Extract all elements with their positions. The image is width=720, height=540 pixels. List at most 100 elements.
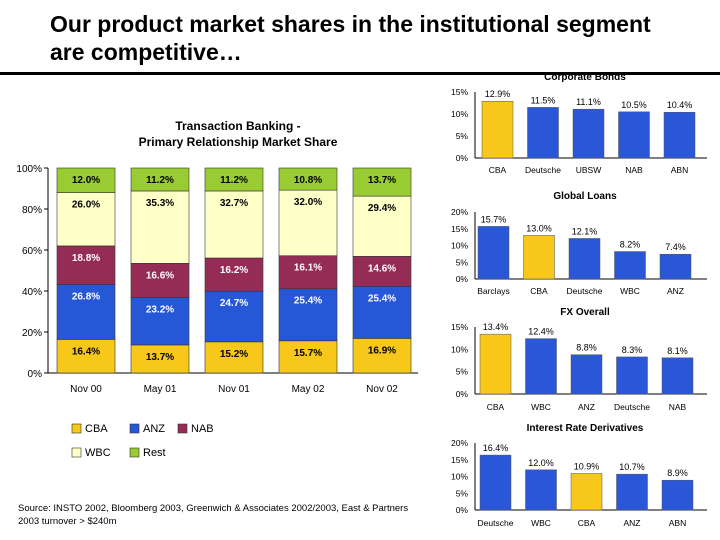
stacked-data-label: 23.2%: [146, 304, 174, 315]
fx-overall-y-tick-label: 15%: [451, 322, 468, 332]
interest-rate-derivatives-bar-abn: [661, 479, 694, 511]
stacked-data-label: 24.7%: [220, 298, 248, 309]
global-loans-data-label: 13.0%: [526, 223, 552, 233]
stacked-y-tick-label: 20%: [22, 328, 42, 339]
fx-overall-bar-deutsche: [616, 356, 648, 395]
stacked-data-label: 25.4%: [294, 296, 322, 307]
stacked-data-label: 29.4%: [368, 203, 396, 214]
legend-swatch-wbc: [71, 447, 82, 458]
stacked-y-tick-label: 80%: [22, 205, 42, 216]
stacked-bar-anz-may-02: [278, 288, 338, 342]
stacked-data-label: 26.0%: [72, 200, 100, 211]
stacked-bar-anz-nov-00: [56, 284, 116, 340]
legend-swatch-cba: [71, 423, 82, 434]
legend-label-anz: ANZ: [143, 423, 165, 435]
stacked-data-label: 12.0%: [72, 175, 100, 186]
stacked-chart-title-line-2: Primary Relationship Market Share: [139, 135, 338, 149]
interest-rate-derivatives-x-tick-label: ABN: [669, 518, 686, 528]
stacked-bar-rest-nov-01: [204, 167, 264, 192]
global-loans-bar-barclays: [477, 226, 510, 280]
global-loans-bar-cba: [523, 235, 555, 280]
interest-rate-derivatives-x-tick-label: Deutsche: [478, 518, 514, 528]
stacked-data-label: 32.0%: [294, 197, 322, 208]
stacked-bar-rest-may-02: [278, 167, 338, 191]
corporate-bonds-x-tick-label: UBSW: [576, 165, 602, 175]
stacked-bar-wbc-nov-01: [204, 190, 264, 259]
stacked-bar-nab-may-01: [130, 263, 190, 298]
stacked-bar-rest-nov-02: [352, 167, 412, 197]
fx-overall-data-label: 12.4%: [528, 327, 554, 337]
corporate-bonds-bar-ubsw: [572, 108, 605, 159]
fx-overall-bar-nab: [661, 357, 694, 395]
stacked-data-label: 32.7%: [220, 198, 248, 209]
stacked-bar-nab-nov-02: [352, 256, 412, 287]
fx-overall-x-tick-label: CBA: [487, 402, 505, 412]
source-note: Source: INSTO 2002, Bloomberg 2003, Gree…: [18, 503, 409, 527]
stacked-data-label: 26.8%: [72, 291, 100, 302]
global-loans-data-label: 8.2%: [620, 240, 641, 250]
stacked-bar-wbc-may-02: [278, 189, 338, 257]
interest-rate-derivatives-y-tick-label: 0%: [456, 505, 469, 515]
interest-rate-derivatives-bar-anz: [616, 473, 648, 511]
interest-rate-derivatives-x-tick-label: WBC: [531, 518, 551, 528]
interest-rate-derivatives-data-label: 8.9%: [667, 468, 688, 478]
stacked-data-label: 13.7%: [146, 352, 174, 363]
global-loans-bar-anz: [659, 253, 692, 280]
interest-rate-derivatives-data-label: 16.4%: [483, 443, 509, 453]
fx-overall-y-tick-label: 0%: [456, 389, 469, 399]
global-loans-title: Global Loans: [553, 191, 617, 202]
legend-label-cba: CBA: [85, 423, 108, 435]
corporate-bonds-data-label: 10.4%: [667, 100, 693, 110]
corporate-bonds-y-tick-label: 10%: [451, 109, 468, 119]
stacked-data-label: 25.4%: [368, 293, 396, 304]
fx-overall-title: FX Overall: [560, 307, 610, 318]
legend-swatch-anz: [129, 423, 140, 434]
fx-overall-data-label: 13.4%: [483, 322, 509, 332]
stacked-data-label: 13.7%: [368, 175, 396, 186]
stacked-bar-nab-nov-00: [56, 245, 116, 285]
global-loans-data-label: 12.1%: [572, 226, 598, 236]
corporate-bonds-bar-deutsche: [527, 107, 559, 159]
stacked-bar-rest-nov-00: [56, 167, 116, 193]
global-loans-x-tick-label: CBA: [530, 286, 548, 296]
interest-rate-derivatives-bar-wbc: [525, 469, 557, 511]
fx-overall-data-label: 8.8%: [576, 343, 597, 353]
stacked-y-tick-label: 60%: [22, 246, 42, 257]
global-loans-y-tick-label: 10%: [451, 241, 468, 251]
global-loans-bar-wbc: [614, 251, 646, 280]
interest-rate-derivatives-title: Interest Rate Derivatives: [527, 423, 644, 434]
interest-rate-derivatives-data-label: 10.9%: [574, 461, 600, 471]
legend-swatch-rest: [129, 447, 140, 458]
corporate-bonds-x-tick-label: NAB: [625, 165, 643, 175]
stacked-bar-wbc-may-01: [130, 190, 190, 264]
corporate-bonds-bar-abn: [663, 111, 696, 159]
corporate-bonds-x-tick-label: ABN: [671, 165, 688, 175]
global-loans-y-tick-label: 20%: [451, 207, 468, 217]
legend-label-nab: NAB: [191, 423, 214, 435]
stacked-x-tick-label: May 02: [292, 384, 325, 395]
stacked-bar-cba-may-02: [278, 340, 338, 374]
global-loans-data-label: 15.7%: [481, 214, 507, 224]
stacked-data-label: 16.9%: [368, 345, 396, 356]
corporate-bonds-y-tick-label: 0%: [456, 153, 469, 163]
title-divider: [0, 72, 720, 75]
global-loans-data-label: 7.4%: [665, 242, 686, 252]
fx-overall-bar-cba: [479, 333, 512, 395]
stacked-data-label: 16.4%: [72, 346, 100, 357]
stacked-data-label: 11.2%: [146, 175, 174, 186]
interest-rate-derivatives-bar-cba: [570, 473, 603, 511]
interest-rate-derivatives-x-tick-label: CBA: [578, 518, 596, 528]
stacked-y-tick-label: 40%: [22, 287, 42, 298]
fx-overall-data-label: 8.1%: [667, 346, 688, 356]
corporate-bonds-title: Corporate Bonds: [544, 72, 626, 83]
interest-rate-derivatives-bar-deutsche: [479, 454, 512, 511]
stacked-bar-cba-nov-01: [204, 341, 264, 374]
page-title: Our product market shares in the institu…: [50, 11, 651, 65]
corporate-bonds-data-label: 10.5%: [621, 100, 647, 110]
legend-swatch-nab: [177, 423, 188, 434]
stacked-data-label: 11.2%: [220, 175, 248, 186]
fx-overall-x-tick-label: NAB: [669, 402, 687, 412]
stacked-data-label: 16.6%: [146, 270, 174, 281]
stacked-data-label: 16.2%: [220, 265, 248, 276]
corporate-bonds-data-label: 11.5%: [531, 95, 556, 105]
